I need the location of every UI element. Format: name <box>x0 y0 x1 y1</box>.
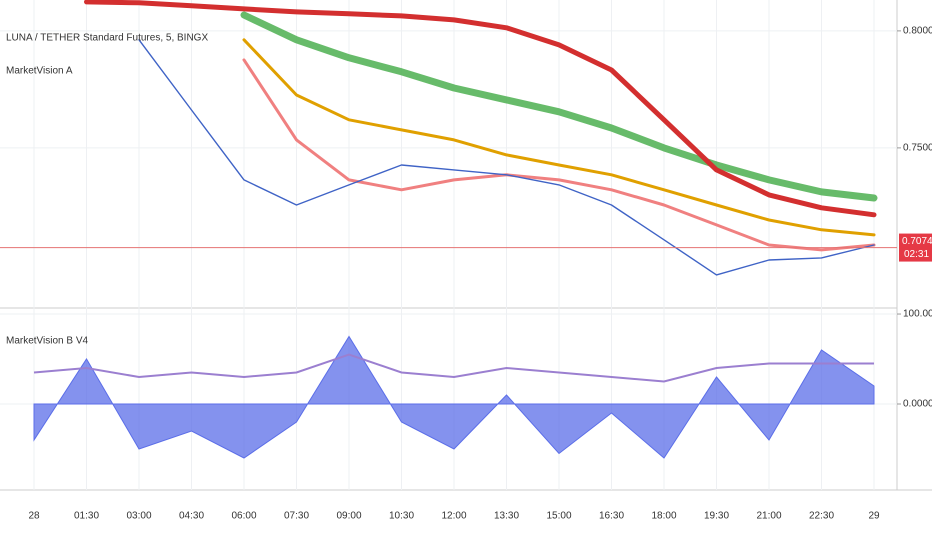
x-tick-label: 06:00 <box>231 511 256 522</box>
x-tick-label: 03:00 <box>126 511 151 522</box>
x-tick-label: 01:30 <box>74 511 99 522</box>
x-tick-label: 28 <box>28 511 40 522</box>
countdown-label: 02:31 <box>904 249 929 260</box>
x-tick-label: 09:00 <box>336 511 361 522</box>
x-tick-label: 18:00 <box>651 511 676 522</box>
x-tick-label: 07:30 <box>284 511 309 522</box>
y-tick-label: 100.0000 <box>903 309 932 320</box>
ma-line <box>138 39 875 276</box>
last-price-label: 0.7074 <box>902 236 932 247</box>
x-tick-label: 10:30 <box>389 511 414 522</box>
x-tick-label: 15:00 <box>546 511 571 522</box>
x-tick-label: 22:30 <box>809 511 834 522</box>
y-tick-label: 0.8000 <box>903 26 932 37</box>
oscillator-area <box>33 335 875 459</box>
x-tick-label: 29 <box>868 511 880 522</box>
y-tick-label: 0.0000 <box>903 399 932 410</box>
x-tick-label: 04:30 <box>179 511 204 522</box>
ma-line <box>242 58 876 252</box>
y-tick-label: 0.7500 <box>903 143 932 154</box>
last-price-box <box>899 233 932 262</box>
ma-line <box>84 0 877 218</box>
plot-area <box>0 0 897 490</box>
ma-line <box>240 11 878 202</box>
x-tick-label: 13:30 <box>494 511 519 522</box>
ma-line <box>242 38 876 237</box>
x-tick-label: 21:00 <box>756 511 781 522</box>
indicator-a-label: MarketVision A <box>6 66 73 77</box>
x-tick-label: 19:30 <box>704 511 729 522</box>
symbol-title: LUNA / TETHER Standard Futures, 5, BINGX <box>6 33 208 44</box>
indicator-b-label: MarketVision B V4 <box>6 336 89 347</box>
oscillator-line <box>33 353 874 383</box>
x-tick-label: 16:30 <box>599 511 624 522</box>
x-tick-label: 12:00 <box>441 511 466 522</box>
